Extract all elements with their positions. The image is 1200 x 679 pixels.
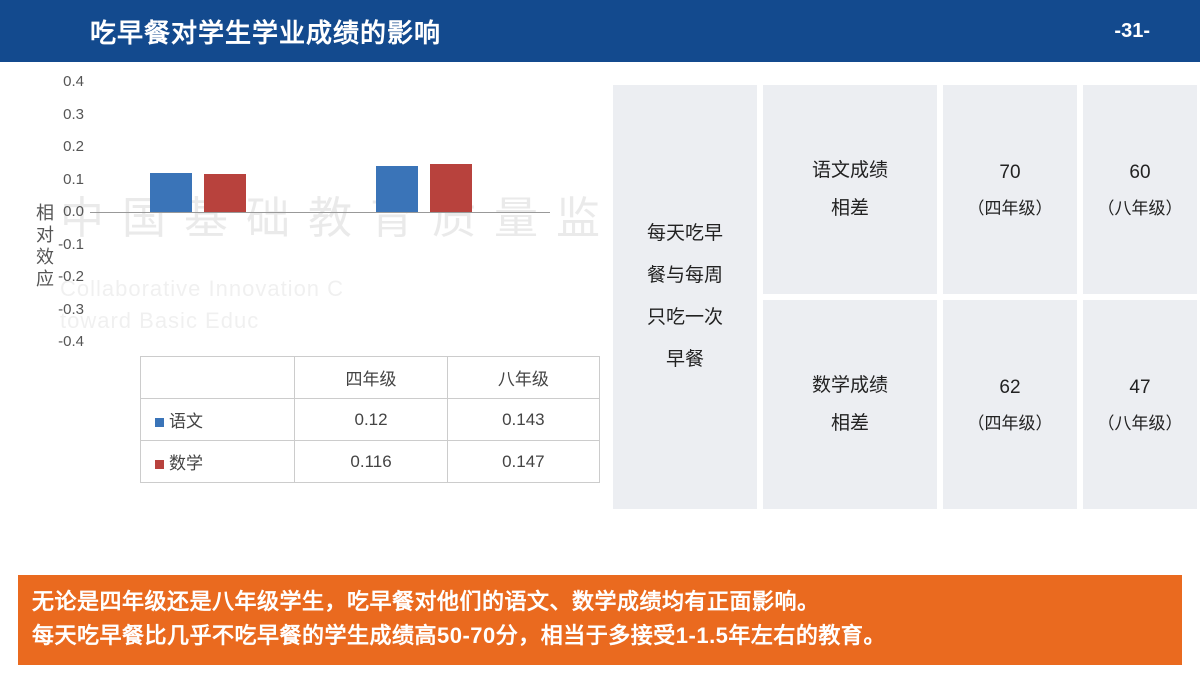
- info-val-1-1-sub: （八年级）: [1098, 407, 1183, 441]
- info-val-0-0: 70 （四年级）: [940, 82, 1080, 297]
- chart-data-table: 四年级 八年级 语文0.120.143数学0.1160.147: [140, 356, 600, 483]
- table-header-cat0: 四年级: [295, 357, 447, 399]
- bar: [150, 173, 192, 212]
- footer-line-1: 无论是四年级还是八年级学生，吃早餐对他们的语文、数学成绩均有正面影响。: [32, 585, 1168, 619]
- info-val-0-0-num: 70: [999, 154, 1020, 192]
- ytick-label: 0.2: [44, 138, 84, 155]
- ytick-label: -0.3: [44, 301, 84, 318]
- ytick-label: 0.4: [44, 73, 84, 90]
- info-label-1: 数学成绩相差: [760, 297, 940, 512]
- ytick-label: 0.1: [44, 171, 84, 188]
- table-row: 数学0.1160.147: [141, 441, 600, 483]
- table-header-blank: [141, 357, 295, 399]
- info-val-1-1: 47 （八年级）: [1080, 297, 1200, 512]
- bar: [204, 174, 246, 212]
- info-label-0: 语文成绩相差: [760, 82, 940, 297]
- ytick-label: -0.4: [44, 333, 84, 350]
- bar: [430, 164, 472, 212]
- info-val-1-0-sub: （四年级）: [968, 407, 1053, 441]
- slide-title: 吃早餐对学生学业成绩的影响: [90, 13, 441, 50]
- ytick-label: 0.0: [44, 203, 84, 220]
- info-val-0-1-sub: （八年级）: [1098, 192, 1183, 226]
- ytick-label: 0.3: [44, 106, 84, 123]
- data-cell: 0.143: [447, 399, 599, 441]
- info-val-0-0-sub: （四年级）: [968, 192, 1053, 226]
- bar: [376, 166, 418, 212]
- info-val-0-1: 60 （八年级）: [1080, 82, 1200, 297]
- series-name-cell: 语文: [141, 399, 295, 441]
- data-cell: 0.12: [295, 399, 447, 441]
- data-cell: 0.116: [295, 441, 447, 483]
- slide-header: 吃早餐对学生学业成绩的影响 -31-: [0, 0, 1200, 62]
- legend-swatch: [155, 418, 164, 427]
- content-area: 中国基础教育质量监 Collaborative Innovation C tow…: [0, 62, 1200, 582]
- info-val-1-1-num: 47: [1129, 369, 1150, 407]
- x-axis-line: [90, 212, 550, 213]
- info-val-1-0-num: 62: [999, 369, 1020, 407]
- chart-panel: 相对效应 -0.4-0.3-0.2-0.10.00.10.20.30.4 四年级…: [40, 82, 600, 582]
- table-row: 语文0.120.143: [141, 399, 600, 441]
- ytick-label: -0.2: [44, 268, 84, 285]
- info-val-1-0: 62 （四年级）: [940, 297, 1080, 512]
- footer-callout: 无论是四年级还是八年级学生，吃早餐对他们的语文、数学成绩均有正面影响。 每天吃早…: [18, 575, 1182, 665]
- ytick-label: -0.1: [44, 236, 84, 253]
- series-name-cell: 数学: [141, 441, 295, 483]
- table-header-cat1: 八年级: [447, 357, 599, 399]
- info-row-header: 每天吃早餐与每周只吃一次早餐: [610, 82, 760, 512]
- info-grid: 每天吃早餐与每周只吃一次早餐 语文成绩相差 70 （四年级） 60 （八年级） …: [610, 82, 1200, 512]
- info-val-0-1-num: 60: [1129, 154, 1150, 192]
- legend-swatch: [155, 460, 164, 469]
- bar-chart: -0.4-0.3-0.2-0.10.00.10.20.30.4: [90, 82, 550, 342]
- slide-page-number: -31-: [1114, 20, 1150, 43]
- footer-line-2: 每天吃早餐比几乎不吃早餐的学生成绩高50-70分，相当于多接受1-1.5年左右的…: [32, 619, 1168, 653]
- data-cell: 0.147: [447, 441, 599, 483]
- info-panel: 每天吃早餐与每周只吃一次早餐 语文成绩相差 70 （四年级） 60 （八年级） …: [610, 82, 1200, 582]
